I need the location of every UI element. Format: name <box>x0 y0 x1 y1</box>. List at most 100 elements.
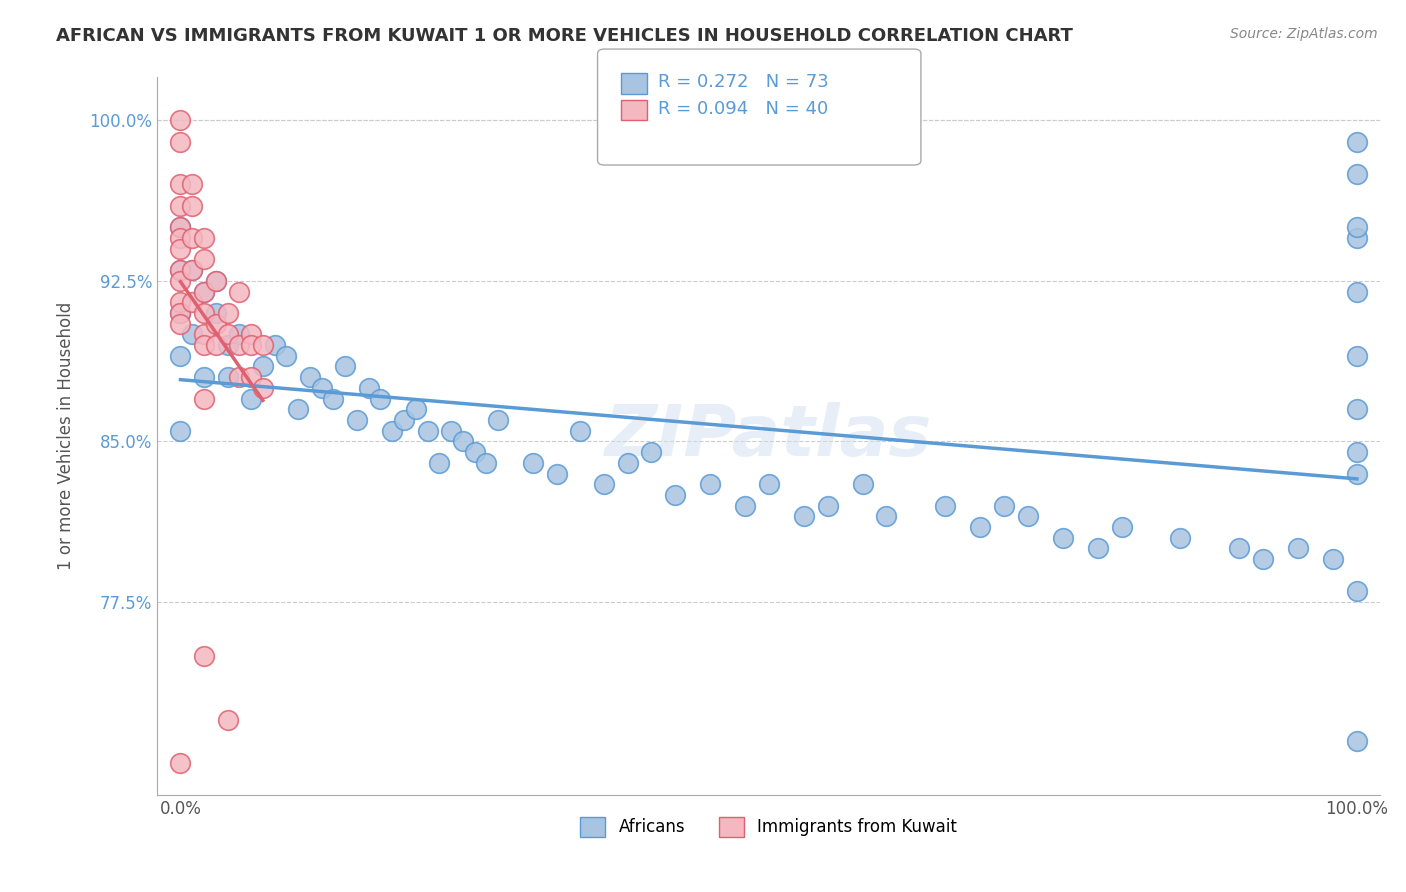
Point <box>734 499 756 513</box>
Point <box>416 424 439 438</box>
Point <box>169 263 191 277</box>
Point <box>228 327 250 342</box>
Point <box>228 338 250 352</box>
Point <box>464 445 486 459</box>
Point <box>169 274 191 288</box>
Point <box>486 413 509 427</box>
Point <box>193 285 215 299</box>
Point <box>193 648 215 663</box>
Point <box>1111 520 1133 534</box>
Point <box>193 285 215 299</box>
Point <box>169 349 191 363</box>
Point <box>969 520 991 534</box>
Point <box>311 381 333 395</box>
Point <box>522 456 544 470</box>
Point <box>852 477 875 491</box>
Point <box>546 467 568 481</box>
Text: ZIPatlas: ZIPatlas <box>605 401 932 471</box>
Point <box>169 220 191 235</box>
Point <box>381 424 404 438</box>
Point <box>1322 552 1344 566</box>
Point <box>333 359 356 374</box>
Point <box>217 370 239 384</box>
Point <box>217 338 239 352</box>
Point <box>1346 445 1368 459</box>
Point <box>252 359 274 374</box>
Point <box>252 338 274 352</box>
Point <box>240 338 263 352</box>
Point <box>1087 541 1109 556</box>
Point <box>169 231 191 245</box>
Point <box>993 499 1015 513</box>
Point <box>346 413 368 427</box>
Point <box>193 231 215 245</box>
Point <box>169 242 191 256</box>
Point <box>1346 135 1368 149</box>
Text: AFRICAN VS IMMIGRANTS FROM KUWAIT 1 OR MORE VEHICLES IN HOUSEHOLD CORRELATION CH: AFRICAN VS IMMIGRANTS FROM KUWAIT 1 OR M… <box>56 27 1073 45</box>
Point <box>1017 509 1039 524</box>
Point <box>405 402 427 417</box>
Text: R = 0.094   N = 40: R = 0.094 N = 40 <box>658 100 828 118</box>
Point <box>193 392 215 406</box>
Point <box>1227 541 1250 556</box>
Point <box>934 499 956 513</box>
Point <box>193 252 215 267</box>
Y-axis label: 1 or more Vehicles in Household: 1 or more Vehicles in Household <box>58 302 75 570</box>
Point <box>181 263 204 277</box>
Point <box>240 392 263 406</box>
Point <box>1346 584 1368 599</box>
Point <box>276 349 298 363</box>
Point <box>169 178 191 192</box>
Point <box>181 178 204 192</box>
Point <box>181 295 204 310</box>
Point <box>252 381 274 395</box>
Point <box>169 263 191 277</box>
Point <box>169 295 191 310</box>
Point <box>169 113 191 128</box>
Point <box>217 327 239 342</box>
Point <box>357 381 380 395</box>
Text: R = 0.272   N = 73: R = 0.272 N = 73 <box>658 73 828 91</box>
Point <box>875 509 897 524</box>
Point <box>169 220 191 235</box>
Point <box>1346 349 1368 363</box>
Point <box>475 456 498 470</box>
Point <box>1346 467 1368 481</box>
Point <box>204 306 226 320</box>
Point <box>1286 541 1309 556</box>
Point <box>169 306 191 320</box>
Point <box>228 285 250 299</box>
Point <box>1346 167 1368 181</box>
Point <box>169 317 191 331</box>
Point <box>287 402 309 417</box>
Point <box>793 509 815 524</box>
Point <box>217 713 239 727</box>
Point <box>204 274 226 288</box>
Point <box>451 434 474 449</box>
Point <box>440 424 463 438</box>
Point <box>228 370 250 384</box>
Point <box>204 317 226 331</box>
Legend: Africans, Immigrants from Kuwait: Africans, Immigrants from Kuwait <box>574 810 963 844</box>
Point <box>1346 231 1368 245</box>
Point <box>1251 552 1274 566</box>
Point <box>193 338 215 352</box>
Point <box>817 499 839 513</box>
Point <box>193 306 215 320</box>
Point <box>664 488 686 502</box>
Point <box>1052 531 1074 545</box>
Point <box>1346 285 1368 299</box>
Point <box>181 263 204 277</box>
Point <box>593 477 616 491</box>
Point <box>193 370 215 384</box>
Point <box>616 456 638 470</box>
Point <box>169 199 191 213</box>
Point <box>204 274 226 288</box>
Point <box>169 756 191 770</box>
Point <box>370 392 392 406</box>
Point <box>322 392 344 406</box>
Point <box>758 477 780 491</box>
Point <box>240 370 263 384</box>
Point <box>181 199 204 213</box>
Point <box>217 306 239 320</box>
